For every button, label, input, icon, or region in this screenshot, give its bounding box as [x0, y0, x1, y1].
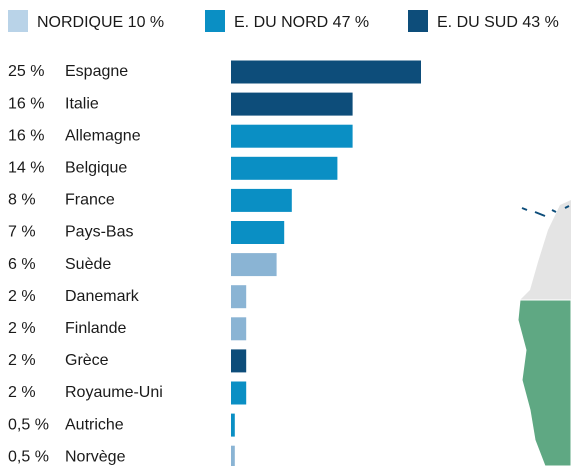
- bar: [231, 221, 285, 244]
- legend-label: NORDIQUE 10 %: [37, 14, 164, 31]
- category-label: Italie: [65, 95, 99, 112]
- bar: [231, 60, 421, 84]
- category-label: Espagne: [65, 63, 128, 80]
- category-label: Norvège: [65, 448, 126, 465]
- bar: [231, 124, 353, 148]
- legend-swatch: [408, 10, 428, 32]
- category-label: Pays-Bas: [65, 224, 133, 241]
- category-label: Suède: [65, 256, 111, 273]
- category-label: Grèce: [65, 352, 109, 369]
- value-label: 2 %: [8, 384, 36, 401]
- bar: [231, 413, 235, 437]
- value-label: 25 %: [8, 63, 44, 80]
- legend-swatch: [8, 10, 28, 32]
- legend-label: E. DU NORD 47 %: [234, 14, 369, 31]
- category-label: Finlande: [65, 320, 126, 337]
- legend-label: E. DU SUD 43 %: [437, 14, 559, 31]
- value-label: 2 %: [8, 352, 36, 369]
- category-label: France: [65, 192, 115, 209]
- bar: [231, 253, 277, 277]
- category-label: Royaume-Uni: [65, 384, 163, 401]
- map: [517, 200, 571, 466]
- bar: [231, 317, 247, 341]
- bar: [231, 156, 338, 180]
- category-label: Danemark: [65, 288, 140, 305]
- bar: [231, 381, 247, 405]
- legend-swatch: [205, 10, 225, 32]
- value-label: 16 %: [8, 95, 44, 112]
- value-label: 6 %: [8, 256, 36, 273]
- value-label: 2 %: [8, 320, 36, 337]
- bar: [231, 188, 292, 212]
- value-label: 8 %: [8, 192, 36, 209]
- value-label: 0,5 %: [8, 416, 49, 433]
- category-label: Allemagne: [65, 127, 141, 144]
- category-label: Belgique: [65, 160, 127, 177]
- bar: [231, 349, 247, 373]
- value-label: 2 %: [8, 288, 36, 305]
- value-label: 16 %: [8, 127, 44, 144]
- bar: [231, 285, 247, 309]
- bar: [231, 92, 353, 116]
- value-label: 14 %: [8, 160, 44, 177]
- value-label: 0,5 %: [8, 448, 49, 465]
- bar: [231, 445, 235, 466]
- value-label: 7 %: [8, 224, 36, 241]
- category-label: Autriche: [65, 416, 124, 433]
